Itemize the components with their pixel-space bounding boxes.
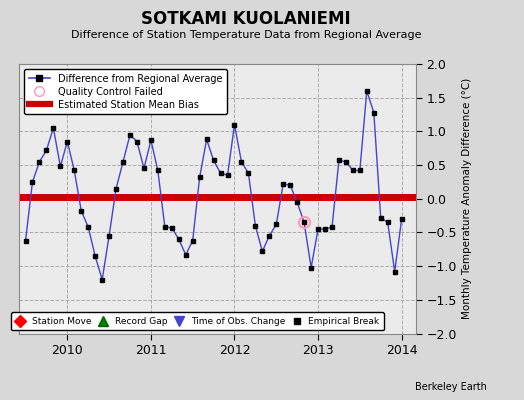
Text: Berkeley Earth: Berkeley Earth	[416, 382, 487, 392]
Y-axis label: Monthly Temperature Anomaly Difference (°C): Monthly Temperature Anomaly Difference (…	[462, 78, 472, 320]
Legend: Station Move, Record Gap, Time of Obs. Change, Empirical Break: Station Move, Record Gap, Time of Obs. C…	[11, 312, 384, 330]
Text: SOTKAMI KUOLANIEMI: SOTKAMI KUOLANIEMI	[141, 10, 351, 28]
Text: Difference of Station Temperature Data from Regional Average: Difference of Station Temperature Data f…	[71, 30, 421, 40]
